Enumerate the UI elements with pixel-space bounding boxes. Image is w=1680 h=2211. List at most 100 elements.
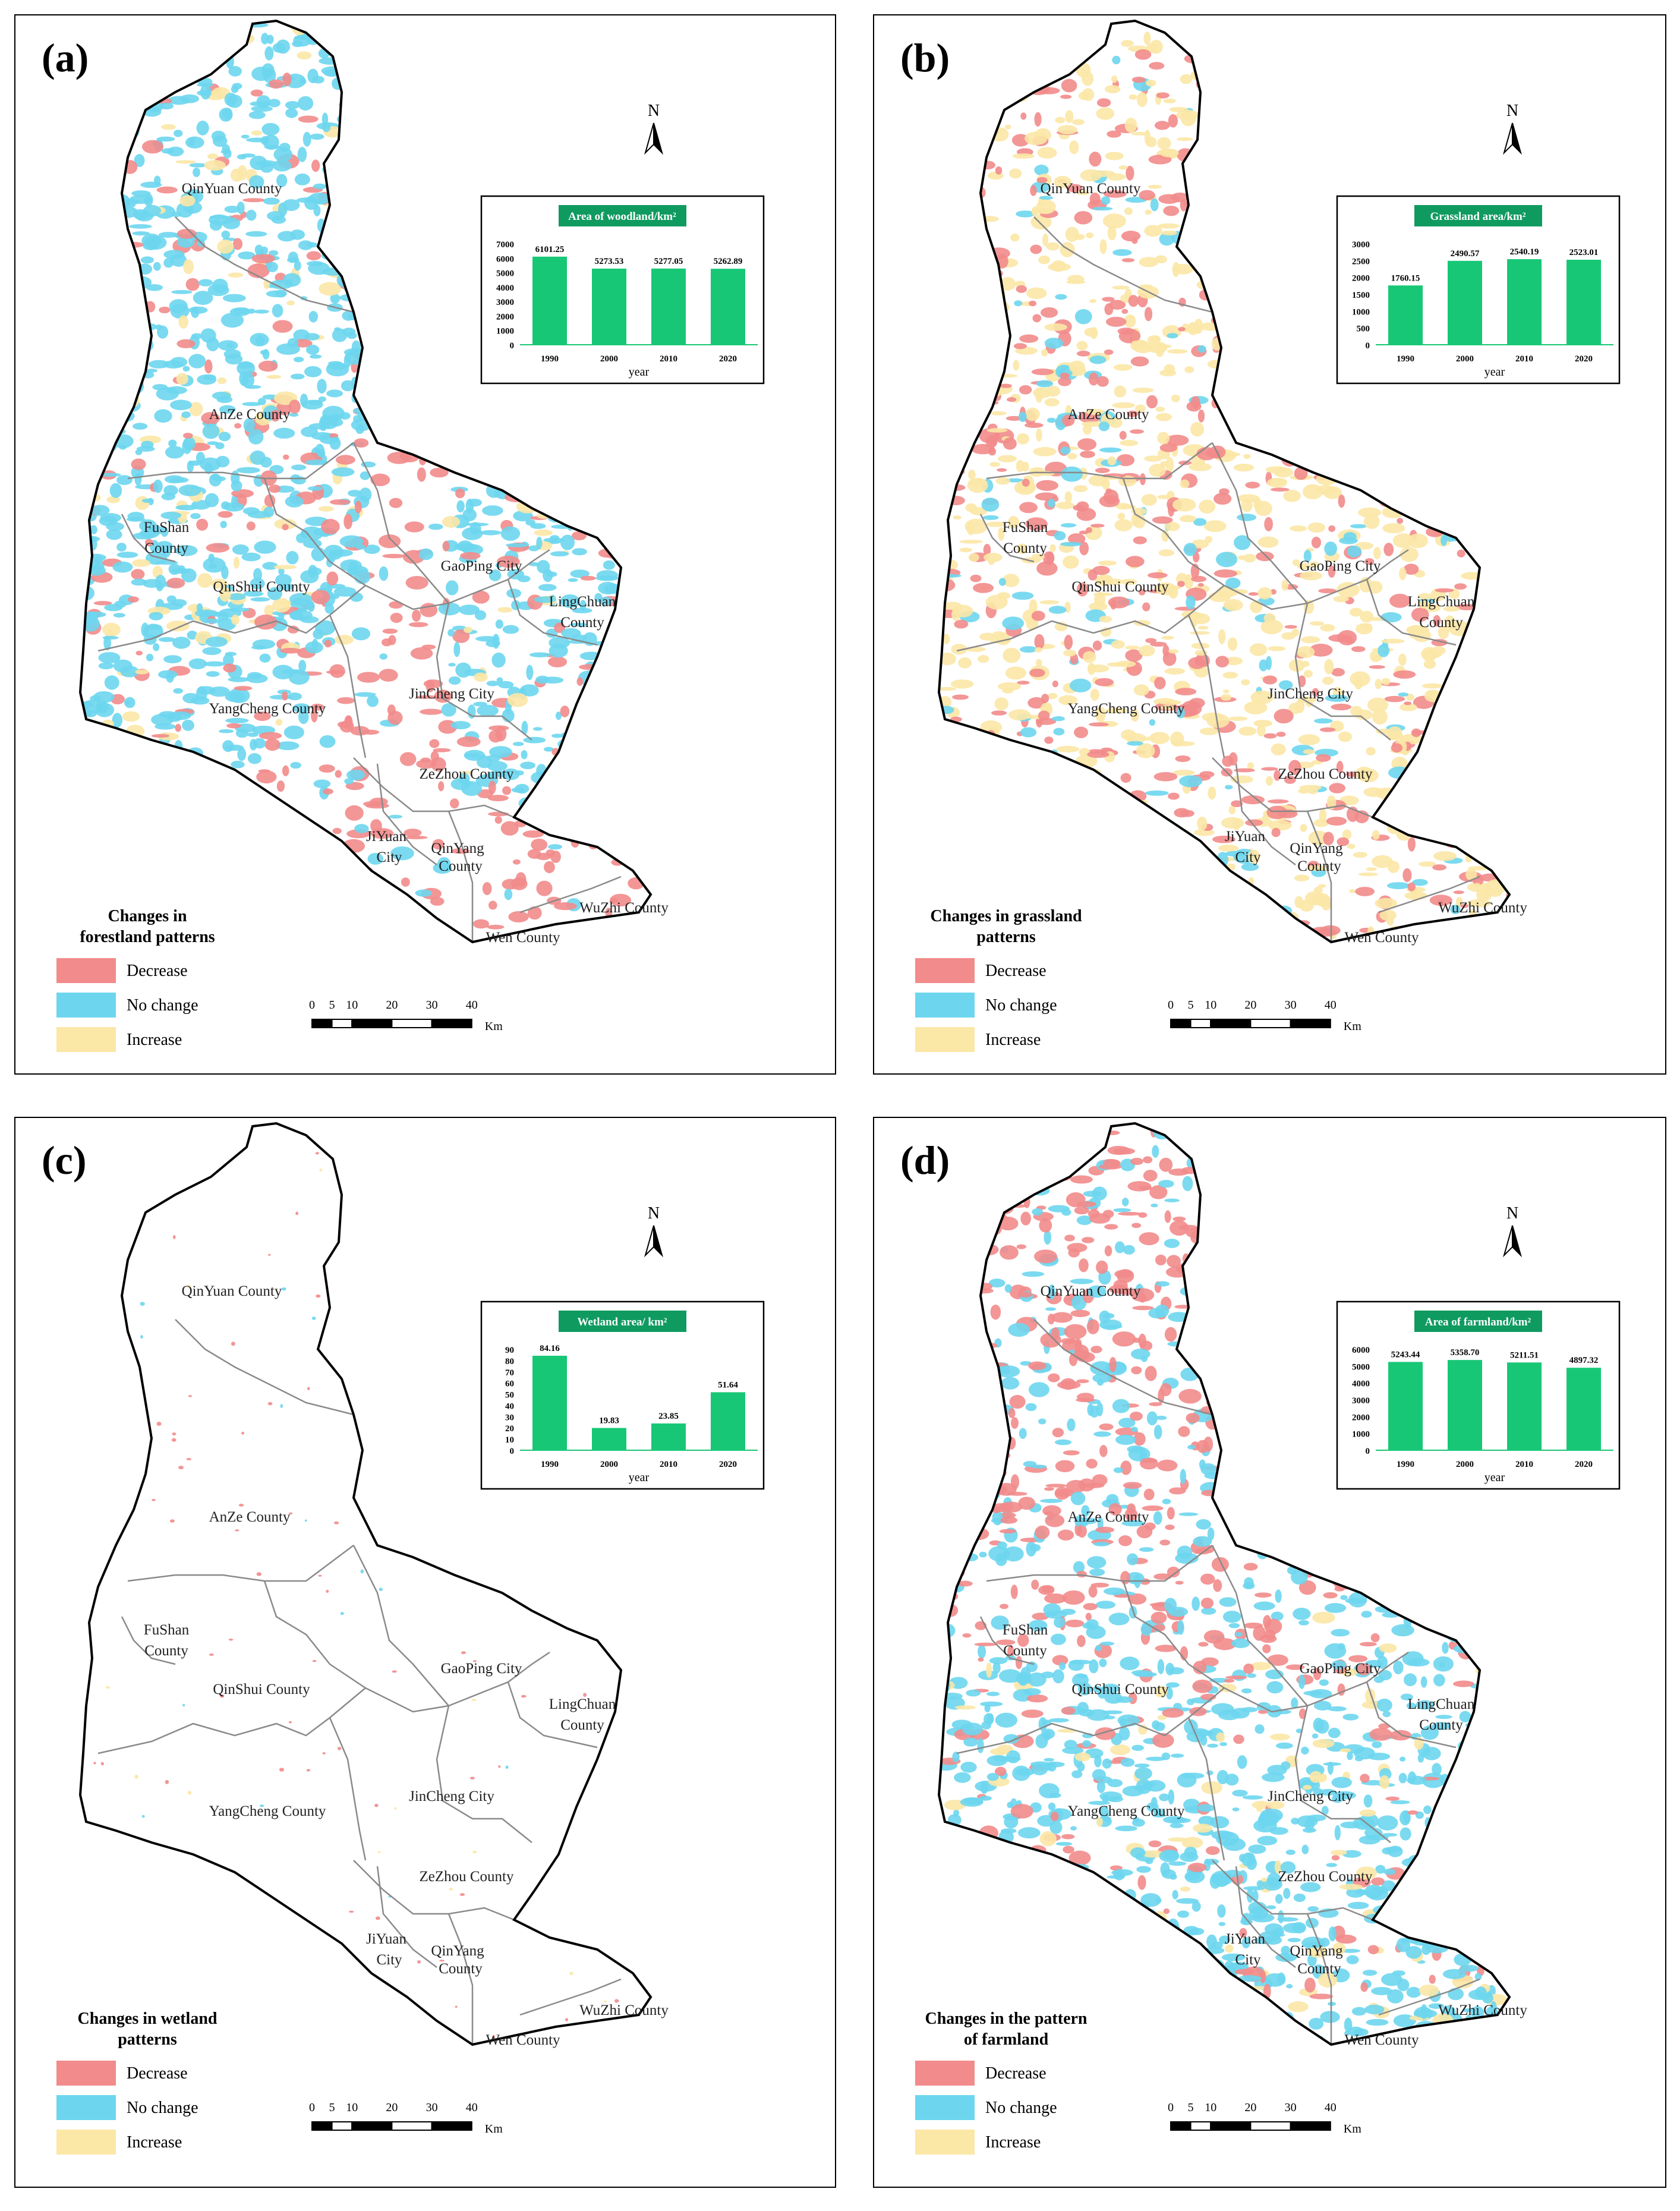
legend-item-label: Increase — [985, 2133, 1041, 2152]
county-label: YangCheng County — [1068, 1803, 1185, 1819]
data-label: 6101.25 — [535, 245, 565, 254]
north-label: N — [648, 1204, 660, 1223]
scale-segment — [1250, 1019, 1291, 1028]
legend-item-label: Increase — [127, 2133, 182, 2152]
bar — [532, 1356, 567, 1450]
legend: Changes in forestland patterns Decrease No … — [56, 907, 215, 1052]
panel-label: (d) — [900, 1138, 950, 1183]
bar — [1507, 1362, 1542, 1450]
scale-segment — [331, 1019, 353, 1028]
panel-label: (a) — [42, 35, 89, 80]
scale-tick-label: 20 — [1244, 999, 1256, 1012]
north-arrow-right — [1512, 1225, 1522, 1258]
county-label: GaoPing City — [1300, 1661, 1381, 1677]
x-tick-label: 2020 — [1575, 1460, 1593, 1469]
county-label: County — [144, 540, 188, 556]
y-tick-label: 0 — [510, 341, 515, 351]
x-tick-label: 1990 — [1397, 1460, 1414, 1469]
scale-tick-label: 20 — [386, 999, 398, 1012]
legend: Changes in the pattern of farmland Decreas… — [915, 2010, 1088, 2155]
county-label: QinYuan County — [182, 181, 282, 197]
county-boundary — [956, 585, 1225, 652]
y-tick-label: 20 — [505, 1424, 514, 1434]
region-boundary — [78, 1122, 653, 2046]
panel-c: (c) QinYuan County AnZe County FuShan County… — [14, 1117, 836, 2188]
county-boundary — [263, 478, 449, 610]
scale-tick-label: 40 — [466, 2101, 478, 2114]
north-arrow-right — [653, 122, 663, 155]
data-label: 5277.05 — [654, 257, 683, 266]
bar-chart: Area of farmland/km² 0 1000 2000 3000 4000 500… — [1336, 1300, 1621, 1490]
y-tick-label: 0 — [1366, 1447, 1370, 1456]
legend-item-label: No change — [127, 2099, 198, 2117]
county-boundary — [1187, 615, 1225, 758]
county-boundary — [1294, 1705, 1391, 1843]
panel-d: (d) QinYuan County AnZe County FuShan County… — [873, 1117, 1666, 2188]
scale-segment — [331, 2121, 353, 2131]
county-boundary — [436, 1705, 532, 1843]
legend-swatch — [915, 2130, 975, 2155]
scale-segment — [311, 2121, 333, 2131]
y-tick-label: 6000 — [496, 254, 514, 264]
scale-segment — [1210, 1019, 1252, 1028]
chart-title-bg — [559, 1311, 686, 1332]
scale-tick-label: 30 — [426, 2101, 438, 2114]
county-label: County — [439, 858, 483, 874]
county-boundary — [507, 1681, 598, 1749]
legend-item-label: No change — [985, 996, 1057, 1015]
bar-chart: Grassland area/km² 0 500 1000 1500 2000 2500 30… — [1336, 195, 1621, 385]
scale-segment — [351, 1019, 393, 1028]
county-boundary — [1211, 1545, 1308, 1706]
county-boundary — [956, 1687, 1225, 1755]
bar — [651, 268, 686, 345]
county-boundary — [352, 442, 449, 604]
y-tick-label: 40 — [505, 1401, 514, 1411]
county-label: County — [1297, 1961, 1341, 1977]
chart-title-bg — [1414, 205, 1542, 226]
legend-title: Changes in wetland — [78, 2010, 218, 2028]
y-tick-label: 1000 — [496, 327, 514, 336]
data-label: 23.85 — [658, 1412, 679, 1421]
county-boundary — [1307, 549, 1409, 604]
county-boundary — [1294, 603, 1391, 741]
bar — [592, 268, 626, 345]
scale-segment — [1290, 2121, 1331, 2131]
north-label: N — [648, 102, 660, 120]
scale-bar: 0 5 10 20 30 40 Km — [1168, 999, 1361, 1033]
panel-label: (c) — [42, 1138, 86, 1183]
county-boundary — [1378, 1978, 1480, 2016]
county-boundary — [447, 1913, 474, 2045]
bar — [1388, 285, 1423, 345]
county-boundary — [1378, 875, 1480, 914]
county-boundary — [352, 1545, 449, 1706]
scale-segment — [1190, 1019, 1212, 1028]
county-boundary — [1307, 1651, 1409, 1707]
county-label: GaoPing City — [441, 558, 522, 574]
legend-title: forestland patterns — [80, 928, 215, 946]
county-boundary — [376, 1866, 437, 1968]
chart-title: Grassland area/km² — [1430, 210, 1525, 223]
county-label: County — [1297, 858, 1341, 874]
county-boundary — [1366, 579, 1457, 646]
y-tick-label: 2000 — [496, 312, 514, 322]
legend: Changes in wetland patterns Decrease No cha… — [56, 2010, 218, 2155]
y-tick-label: 4000 — [496, 284, 514, 293]
county-boundary — [1211, 442, 1308, 604]
county-boundary — [175, 216, 354, 313]
north-arrow-right — [653, 1225, 663, 1258]
county-boundary — [1187, 1717, 1225, 1861]
legend-swatch — [915, 2061, 975, 2086]
county-label: City — [376, 1952, 402, 1968]
county-boundary — [121, 1616, 176, 1665]
scale-tick-label: 20 — [386, 2101, 398, 2114]
county-boundary — [986, 442, 1213, 480]
y-tick-label: 7000 — [496, 240, 514, 250]
county-label: AnZe County — [209, 407, 291, 423]
x-tick-label: 1990 — [541, 1460, 559, 1469]
chart-title: Wetland area/ km² — [577, 1316, 667, 1328]
scale-unit: Km — [1344, 2122, 1361, 2136]
county-boundary — [1122, 478, 1308, 610]
county-label: FuShan — [144, 519, 190, 536]
y-tick-label: 60 — [505, 1379, 514, 1389]
y-tick-label: 4000 — [1352, 1379, 1370, 1389]
